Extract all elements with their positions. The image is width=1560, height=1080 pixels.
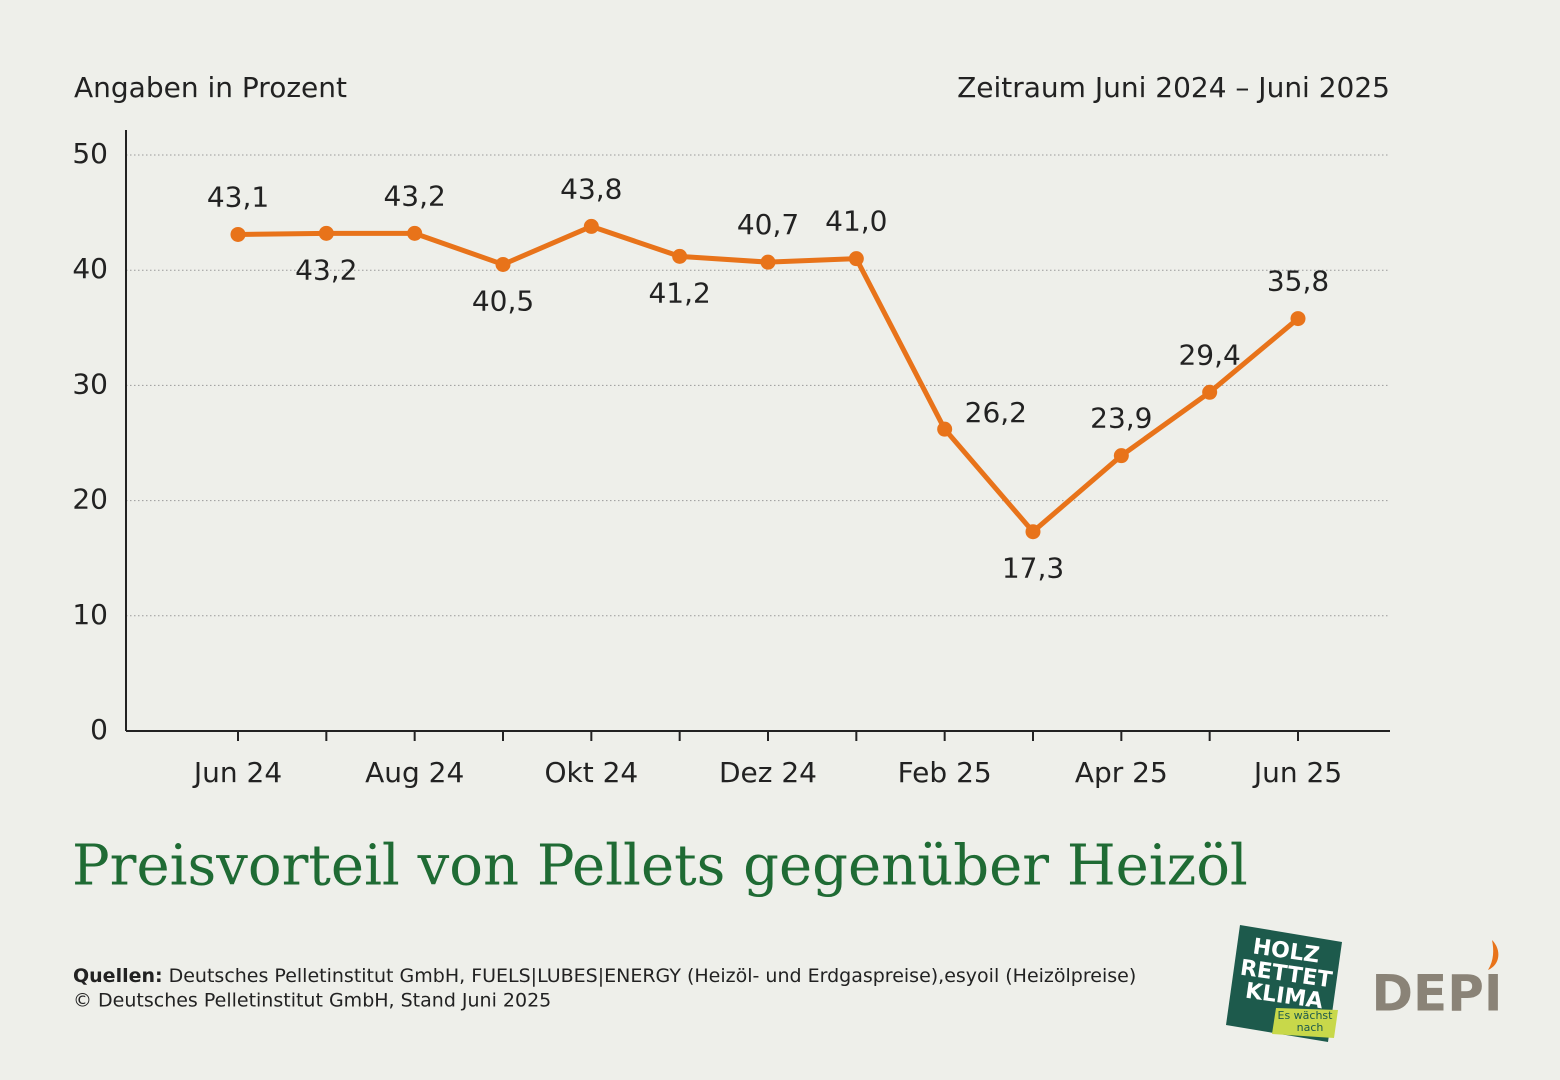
point xyxy=(937,421,953,437)
x-tick-label: Apr 25 xyxy=(1075,756,1168,789)
data-label: 43,8 xyxy=(560,172,622,205)
data-label: 43,2 xyxy=(295,253,357,286)
point xyxy=(848,251,864,267)
source: Quellen: Deutsches Pelletinstitut GmbH, F… xyxy=(73,965,1136,987)
data-label: 40,7 xyxy=(737,208,799,241)
source-label: Quellen: xyxy=(73,965,163,987)
point xyxy=(672,248,688,264)
point xyxy=(1290,311,1306,327)
point xyxy=(230,226,246,242)
logo-depi: DEPI xyxy=(1372,965,1503,1023)
point xyxy=(1025,524,1041,540)
data-label: 40,5 xyxy=(472,284,534,317)
data-label: 43,1 xyxy=(207,180,269,213)
y-tick-label: 20 xyxy=(72,483,108,516)
x-tick-label: Dez 24 xyxy=(719,756,817,789)
y-tick-label: 30 xyxy=(72,367,108,400)
y-tick-label: 50 xyxy=(72,137,108,170)
y-axis-label: Angaben in Prozent xyxy=(74,71,347,104)
point xyxy=(1113,448,1129,464)
chart-title: Preisvorteil von Pellets gegenüber Heizö… xyxy=(72,834,1248,899)
y-tick-label: 0 xyxy=(90,713,108,746)
point xyxy=(495,256,511,272)
x-tick-label: Aug 24 xyxy=(365,756,464,789)
x-tick-label: Jun 25 xyxy=(1252,756,1342,789)
point xyxy=(760,254,776,270)
logo-flame xyxy=(1488,940,1499,970)
logo-tag xyxy=(1272,1008,1338,1038)
logo-holz: HOLZ RETTET KLIMA Es wächst nach xyxy=(1226,925,1342,1042)
point xyxy=(407,225,423,241)
data-label: 17,3 xyxy=(1002,552,1064,585)
subtitle: Zeitraum Juni 2024 – Juni 2025 xyxy=(957,71,1390,104)
x-tick-label: Okt 24 xyxy=(544,756,638,789)
y-tick-label: 10 xyxy=(72,598,108,631)
data-label: 35,8 xyxy=(1267,265,1329,298)
y-tick-label: 40 xyxy=(72,252,108,285)
point xyxy=(318,225,334,241)
logo-tagline: Es wächst xyxy=(1278,1009,1334,1022)
copyright: © Deutsches Pelletinstitut GmbH, Stand J… xyxy=(73,990,551,1012)
source-text: Deutsches Pelletinstitut GmbH, FUELS|LUB… xyxy=(169,965,1137,987)
point xyxy=(583,218,599,234)
data-label: 26,2 xyxy=(965,396,1027,429)
x-tick-label: Jun 24 xyxy=(192,756,282,789)
data-label: 23,9 xyxy=(1090,402,1152,435)
logo-tagline: nach xyxy=(1297,1021,1324,1034)
x-tick-label: Feb 25 xyxy=(898,756,992,789)
data-label: 41,0 xyxy=(825,205,887,238)
data-label: 29,4 xyxy=(1178,338,1240,371)
data-label: 41,2 xyxy=(648,276,710,309)
data-label: 43,2 xyxy=(383,179,445,212)
point xyxy=(1202,384,1218,400)
